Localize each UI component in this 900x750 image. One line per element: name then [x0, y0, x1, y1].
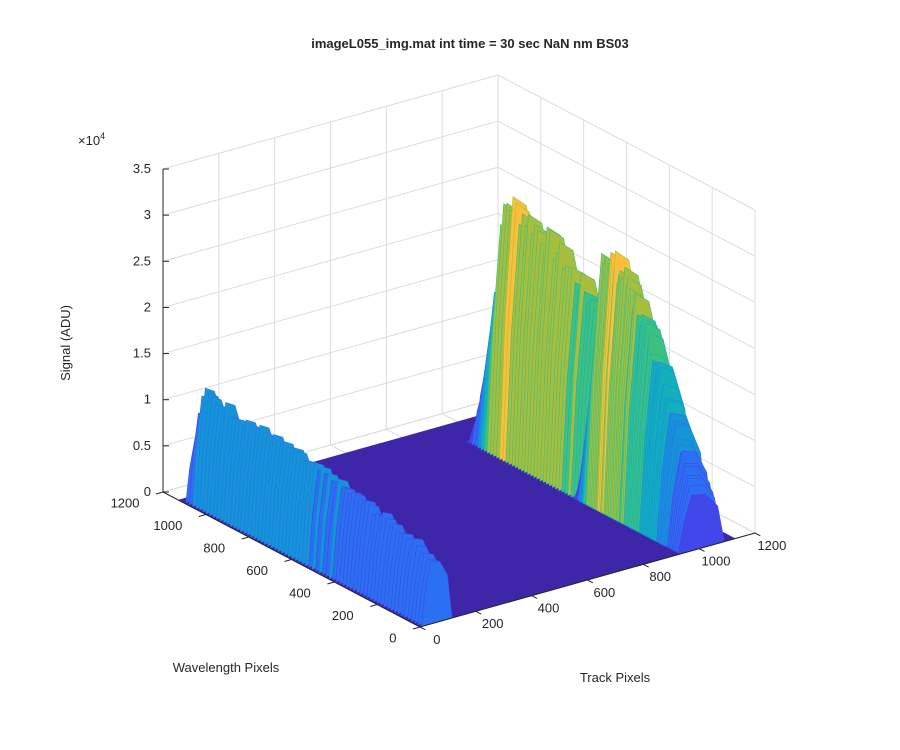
grid-line: [497, 166, 756, 303]
y-tick: [155, 491, 164, 495]
x-tick-label: 0: [433, 632, 440, 647]
z-exponent-power: 4: [100, 131, 105, 141]
x-axis-title: Track Pixels: [580, 670, 651, 685]
z-tick-label: 1.5: [133, 346, 151, 361]
y-tick-label: 600: [246, 563, 268, 578]
z-tick-label: 3: [144, 207, 151, 222]
ridge-1: [185, 387, 453, 628]
grid-line: [497, 120, 756, 257]
y-tick: [412, 626, 421, 630]
grid-line: [497, 74, 756, 211]
y-tick: [327, 581, 335, 585]
y-tick-label: 400: [289, 586, 311, 601]
x-tick: [587, 579, 594, 584]
x-tick: [754, 532, 761, 537]
x-tick-label: 400: [538, 600, 560, 615]
grid-line: [162, 166, 499, 262]
grid-line: [162, 120, 499, 216]
z-tick-label: 0: [144, 484, 151, 499]
z-exponent-label: ×104: [78, 131, 105, 148]
y-axis-title: Wavelength Pixels: [173, 660, 280, 675]
x-tick-label: 1000: [702, 553, 731, 568]
z-exponent-base: ×10: [78, 133, 100, 148]
z-tick-label: 2.5: [133, 253, 151, 268]
x-tick-label: 600: [594, 585, 616, 600]
grid-line: [162, 212, 499, 308]
tick-labels: 0200400600800100012000200400600800100012…: [111, 161, 787, 647]
y-tick-label: 800: [203, 541, 225, 556]
x-tick-label: 800: [649, 569, 671, 584]
y-tick: [370, 604, 378, 607]
z-tick-label: 2: [144, 299, 151, 314]
z-tick-label: 3.5: [133, 161, 151, 176]
x-tick: [419, 626, 426, 631]
z-tick-label: 0.5: [133, 438, 151, 453]
grid-line: [162, 305, 499, 401]
y-tick-label: 0: [389, 631, 396, 646]
z-axis-title: Signal (ADU): [58, 305, 73, 381]
x-tick-label: 1200: [757, 538, 786, 553]
y-tick: [241, 536, 249, 540]
x-tick: [643, 563, 649, 568]
x-tick: [531, 595, 538, 599]
x-tick: [698, 548, 705, 552]
y-tick-label: 1200: [111, 496, 140, 511]
z-tick-label: 1: [144, 392, 151, 407]
x-tick-label: 200: [482, 616, 504, 631]
chart-title: imageL055_img.mat int time = 30 sec NaN …: [311, 36, 629, 51]
grid-line: [162, 74, 499, 170]
y-tick-label: 200: [332, 608, 354, 623]
x-tick: [475, 610, 482, 615]
y-tick-label: 1000: [153, 518, 182, 533]
y-tick: [284, 559, 292, 562]
grid-line: [162, 259, 499, 355]
y-tick: [198, 514, 206, 517]
ridge-3: [572, 250, 725, 555]
